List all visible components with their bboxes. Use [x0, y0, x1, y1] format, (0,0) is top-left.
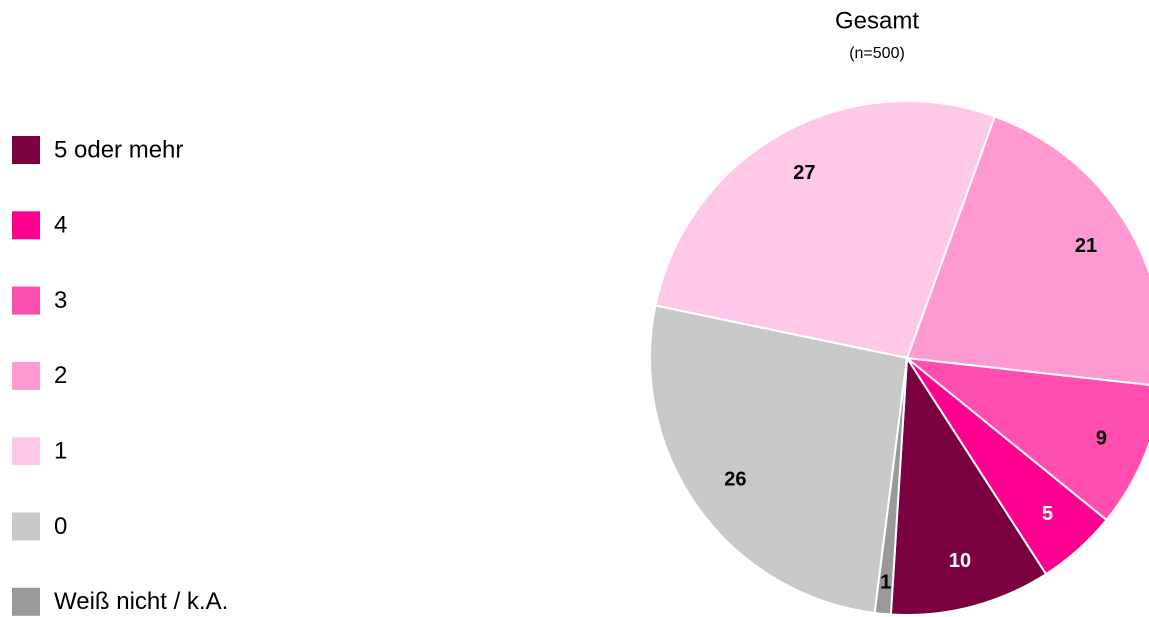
legend-swatch [12, 211, 40, 240]
pie-slice [654, 100, 997, 360]
legend-label: 2 [54, 362, 67, 389]
data-label: 26 [724, 469, 746, 491]
data-label: 1 [880, 571, 891, 593]
legend-label: Weiß nicht / k.A. [54, 588, 228, 615]
legend-swatch [12, 512, 40, 541]
legend-label: 4 [54, 212, 67, 239]
data-label: 21 [1075, 235, 1097, 257]
pie-slice [648, 304, 909, 615]
legend-swatch [12, 587, 40, 616]
data-label: 27 [793, 162, 815, 184]
pie-slice [905, 115, 1149, 386]
legend-swatch [12, 286, 40, 315]
data-label: 10 [949, 550, 971, 572]
pie-slice [889, 354, 1048, 616]
legend-label: 0 [54, 513, 67, 540]
legend-label: 3 [54, 287, 67, 314]
chart-title: Gesamt [835, 7, 919, 34]
data-label: 5 [1042, 503, 1053, 525]
data-label: 9 [1096, 428, 1107, 450]
pie-slice [873, 357, 908, 616]
legend-label: 5 oder mehr [54, 136, 183, 163]
legend-swatch [12, 361, 40, 390]
legend-label: 1 [54, 438, 67, 465]
pie-slice [903, 356, 1149, 522]
legend-swatch [12, 437, 40, 466]
legend-swatch [12, 136, 40, 164]
chart-subtitle: (n=500) [849, 45, 905, 62]
